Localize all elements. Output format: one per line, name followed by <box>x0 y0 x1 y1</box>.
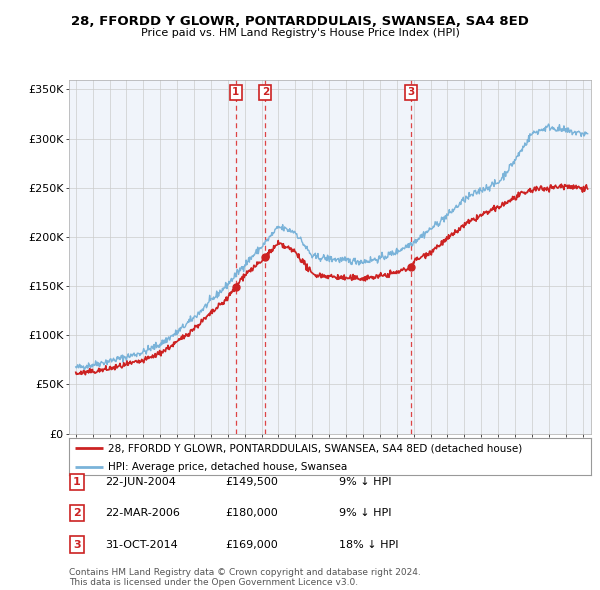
Text: 3: 3 <box>73 540 80 549</box>
Text: HPI: Average price, detached house, Swansea: HPI: Average price, detached house, Swan… <box>108 462 347 472</box>
Text: 28, FFORDD Y GLOWR, PONTARDDULAIS, SWANSEA, SA4 8ED: 28, FFORDD Y GLOWR, PONTARDDULAIS, SWANS… <box>71 15 529 28</box>
Text: 22-JUN-2004: 22-JUN-2004 <box>105 477 176 487</box>
Text: 9% ↓ HPI: 9% ↓ HPI <box>339 477 391 487</box>
Text: 18% ↓ HPI: 18% ↓ HPI <box>339 540 398 549</box>
Text: Contains HM Land Registry data © Crown copyright and database right 2024.: Contains HM Land Registry data © Crown c… <box>69 568 421 577</box>
Text: 22-MAR-2006: 22-MAR-2006 <box>105 509 180 518</box>
Text: 1: 1 <box>73 477 80 487</box>
Text: 1: 1 <box>232 87 239 97</box>
Text: 31-OCT-2014: 31-OCT-2014 <box>105 540 178 549</box>
Text: 9% ↓ HPI: 9% ↓ HPI <box>339 509 391 518</box>
Text: £169,000: £169,000 <box>225 540 278 549</box>
Text: Price paid vs. HM Land Registry's House Price Index (HPI): Price paid vs. HM Land Registry's House … <box>140 28 460 38</box>
Text: 2: 2 <box>262 87 269 97</box>
Text: This data is licensed under the Open Government Licence v3.0.: This data is licensed under the Open Gov… <box>69 578 358 587</box>
Text: £180,000: £180,000 <box>225 509 278 518</box>
Text: 2: 2 <box>73 509 80 518</box>
Text: £149,500: £149,500 <box>225 477 278 487</box>
Text: 28, FFORDD Y GLOWR, PONTARDDULAIS, SWANSEA, SA4 8ED (detached house): 28, FFORDD Y GLOWR, PONTARDDULAIS, SWANS… <box>108 443 523 453</box>
Text: 3: 3 <box>407 87 415 97</box>
